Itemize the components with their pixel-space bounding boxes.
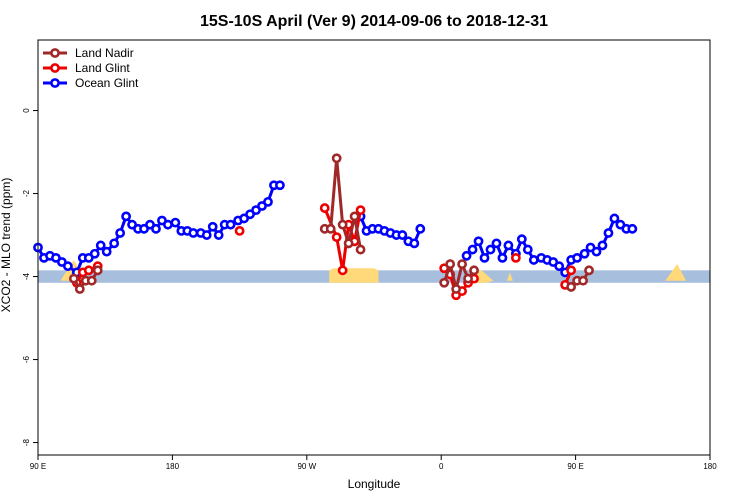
- plot-frame: [37, 39, 711, 456]
- land-patch-3: [506, 272, 513, 281]
- legend-marker-land-nadir: [50, 48, 60, 58]
- ocean-glint-point: [627, 223, 638, 234]
- x-axis-label: Longitude: [348, 477, 401, 491]
- ocean-glint-point: [479, 252, 490, 263]
- chart-title: 15S-10S April (Ver 9) 2014-09-06 to 2018…: [200, 13, 548, 30]
- y-tick-label: -4: [22, 272, 31, 280]
- land-nadir-point: [445, 259, 456, 269]
- x-tick-label: 180: [166, 462, 180, 471]
- ocean-glint-point: [188, 228, 199, 238]
- y-axis-label: XCO2 - MLO trend (ppm): [0, 178, 13, 313]
- land-nadir-point: [343, 238, 354, 249]
- ocean-glint-point: [461, 250, 472, 261]
- ocean-glint-point: [415, 223, 426, 234]
- ocean-glint-point: [263, 196, 273, 207]
- land-nadir-point: [451, 284, 462, 294]
- ocean-glint-point: [572, 252, 582, 263]
- land-nadir-point: [566, 282, 577, 292]
- ocean-glint-point: [485, 244, 496, 255]
- x-tick-label: 90 W: [297, 462, 316, 471]
- land-nadir-point: [439, 277, 450, 288]
- land-nadir-point: [68, 273, 79, 284]
- land-glint-point: [83, 265, 94, 276]
- land-nadir-point: [325, 223, 336, 234]
- x-tick-label: 180: [703, 462, 717, 471]
- ocean-glint-point: [275, 180, 285, 191]
- legend-label-land-nadir: Land Nadir: [75, 46, 134, 60]
- land-nadir-point: [74, 284, 85, 294]
- land-glint-point: [337, 265, 348, 276]
- land-nadir-point: [578, 275, 588, 286]
- land-nadir-point: [457, 259, 468, 269]
- land-nadir-point: [331, 153, 342, 164]
- land-glint-point: [566, 265, 577, 276]
- ocean-glint-point: [89, 248, 100, 259]
- land-nadir-point: [337, 219, 348, 230]
- land-patch-1: [329, 268, 379, 283]
- land-glint-point: [510, 252, 521, 263]
- ocean-glint-point: [170, 217, 181, 228]
- ocean-glint-point: [597, 240, 608, 251]
- land-glint-point: [331, 232, 342, 243]
- x-tick-label: 0: [439, 462, 444, 471]
- ocean-glint-point: [522, 244, 533, 255]
- x-tick-label: 90 E: [567, 462, 583, 471]
- ocean-glint-point: [109, 238, 120, 249]
- y-tick-label: 0: [22, 108, 31, 113]
- legend-marker-land-glint: [50, 63, 60, 73]
- ocean-glint-point: [609, 213, 620, 224]
- ocean-glint-point: [95, 240, 106, 251]
- ocean-glint-point: [213, 230, 224, 240]
- ocean-glint-point: [62, 261, 73, 272]
- ocean-glint-point: [491, 238, 502, 249]
- land-nadir-point: [584, 265, 594, 276]
- ocean-glint-point: [554, 261, 565, 272]
- legend-label-ocean-glint: Ocean Glint: [75, 76, 139, 90]
- y-tick-label: -2: [22, 189, 31, 197]
- ocean-glint-point: [101, 246, 112, 257]
- ocean-glint-point: [603, 228, 614, 238]
- ocean-glint-point: [473, 236, 484, 247]
- y-tick-label: -6: [22, 355, 31, 363]
- x-axis: 90 E 180 90 W 0 90 E 180: [30, 455, 717, 471]
- y-tick-label: -8: [22, 438, 31, 446]
- land-nadir-point: [92, 265, 103, 276]
- ocean-glint-point: [163, 219, 173, 230]
- ocean-glint-point: [397, 230, 408, 240]
- ocean-glint-point: [201, 230, 212, 240]
- ocean-glint-point: [579, 248, 590, 259]
- land-nadir-point: [463, 273, 473, 284]
- land-glint-point: [355, 205, 366, 216]
- land-nadir-point: [86, 275, 97, 286]
- ocean-glint-point: [207, 221, 218, 232]
- ocean-glint-point: [503, 240, 514, 251]
- ocean-glint-point: [409, 238, 420, 249]
- ocean-glint-point: [528, 255, 539, 265]
- ocean-glint-point: [115, 228, 126, 238]
- y-axis: 0 -2 -4 -6 -8: [22, 108, 38, 446]
- legend-label-land-glint: Land Glint: [75, 61, 130, 75]
- ocean-glint-point: [225, 219, 236, 230]
- land-nadir-point: [349, 211, 360, 222]
- ocean-glint-point: [591, 246, 602, 257]
- ocean-glint-point: [121, 211, 132, 222]
- land-glint-line-2: [323, 207, 363, 271]
- ocean-glint-point: [467, 244, 478, 255]
- land-nadir-point: [469, 265, 479, 276]
- ocean-glint-point: [497, 252, 508, 263]
- land-patch-4: [665, 264, 687, 281]
- x-tick-label: 90 E: [30, 462, 46, 471]
- ocean-glint-point: [516, 234, 527, 245]
- series-layer: [33, 153, 638, 301]
- land-nadir-point: [355, 244, 366, 255]
- legend-marker-ocean-glint: [50, 78, 60, 88]
- ocean-glint-point: [151, 223, 161, 234]
- land-glint-point: [234, 225, 245, 236]
- land-glint-point: [319, 203, 330, 213]
